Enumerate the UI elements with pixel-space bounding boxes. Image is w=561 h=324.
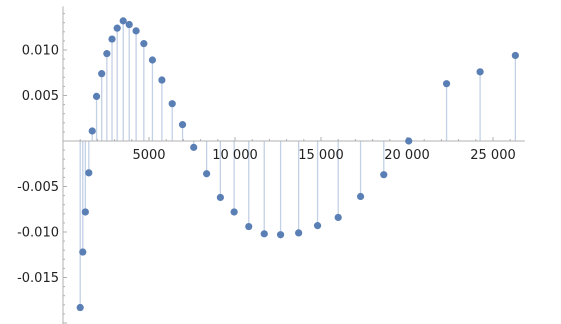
- data-point: [98, 70, 106, 78]
- data-point: [380, 171, 388, 179]
- data-point: [334, 213, 342, 222]
- data-point: [113, 24, 121, 32]
- x-tick-label: 20 000: [384, 148, 430, 163]
- y-tick-label: -0.010: [17, 226, 59, 241]
- data-point: [81, 208, 89, 216]
- data-point: [442, 80, 451, 88]
- data-point: [313, 222, 322, 230]
- stem-lines: [79, 20, 517, 308]
- data-point: [190, 143, 198, 151]
- x-tick-labels: 5000 10 000 15 000 20 000 25 000: [132, 148, 515, 163]
- data-point: [203, 170, 211, 178]
- data-point: [230, 208, 238, 216]
- data-point: [88, 127, 96, 135]
- axes: [62, 6, 525, 324]
- x-tick-label: 15 000: [298, 148, 344, 163]
- data-point: [148, 56, 157, 64]
- x-tick-label: 25 000: [470, 148, 516, 163]
- y-tick-label: 0.010: [22, 44, 59, 59]
- data-point: [216, 193, 224, 202]
- data-point: [356, 192, 365, 201]
- y-tick-label: 0.005: [22, 89, 59, 104]
- data-points: [76, 17, 519, 312]
- data-point: [92, 92, 101, 101]
- x-tick-label: 10 000: [212, 148, 258, 163]
- y-tick-label: -0.005: [17, 180, 59, 195]
- y-tick-labels: 0.010 0.005 -0.005 -0.010 -0.015: [17, 44, 59, 287]
- data-point: [178, 121, 187, 129]
- data-point: [511, 51, 519, 60]
- y-tick-label: -0.015: [17, 271, 59, 286]
- data-point: [103, 50, 111, 58]
- data-point: [140, 40, 148, 48]
- data-point: [79, 248, 87, 256]
- data-point: [405, 137, 413, 145]
- data-point: [168, 100, 176, 108]
- data-point: [260, 230, 268, 238]
- data-point: [276, 231, 285, 239]
- data-point: [158, 76, 166, 84]
- x-tick-label: 5000: [132, 148, 165, 163]
- data-point: [125, 20, 133, 29]
- data-point: [132, 27, 140, 35]
- data-point: [76, 303, 84, 312]
- data-point: [108, 35, 116, 43]
- data-point: [476, 68, 484, 76]
- data-point: [295, 229, 303, 237]
- data-point: [245, 222, 253, 231]
- data-point: [119, 17, 127, 25]
- tick-marks: [63, 13, 511, 324]
- data-point: [85, 169, 93, 177]
